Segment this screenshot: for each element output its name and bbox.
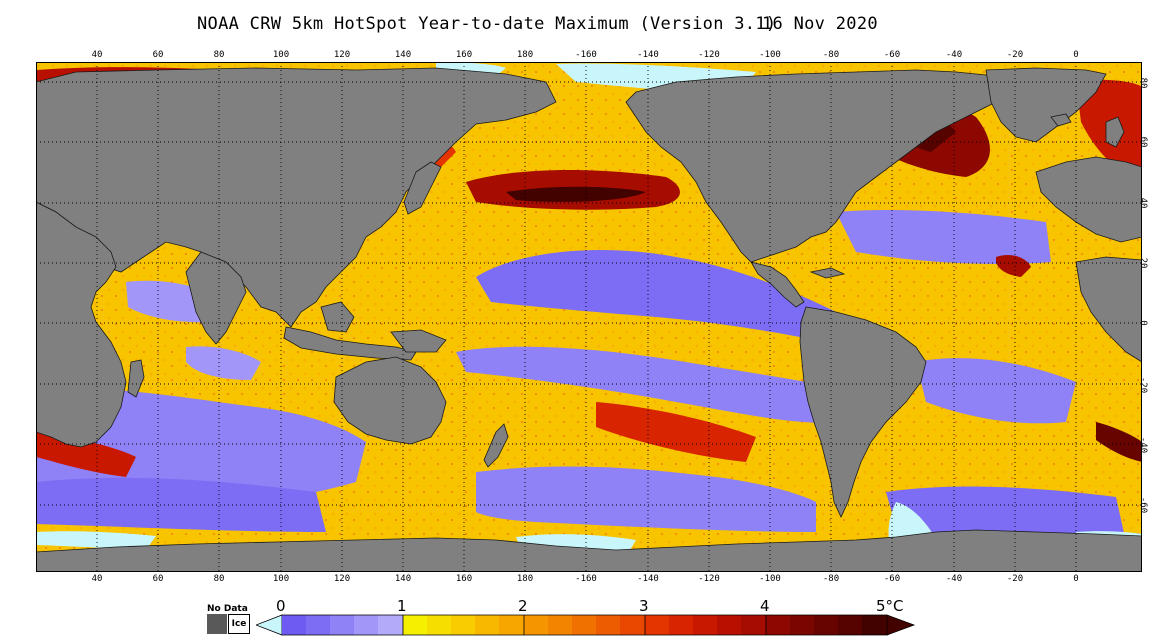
land-europe [1035, 156, 1142, 243]
land-india [185, 251, 247, 345]
lon-tick: 60 [152, 574, 164, 584]
colorbar-cell [354, 615, 378, 635]
map-title: NOAA CRW 5km HotSpot Year-to-date Maximu… [0, 14, 1174, 42]
land-west-africa [1075, 256, 1142, 363]
lon-tick: -80 [822, 50, 840, 60]
colorbar-label: 3 [639, 597, 649, 615]
lon-tick: 180 [516, 50, 534, 60]
land-uk [1105, 116, 1125, 148]
hotspot-colorbar [256, 614, 916, 636]
lon-tick: 140 [394, 50, 412, 60]
land-north-america [625, 69, 1017, 263]
colorbar-cell [330, 615, 354, 635]
lon-tick: -40 [945, 50, 963, 60]
land-africa [36, 201, 127, 448]
lon-tick: 120 [333, 50, 351, 60]
lon-tick: -120 [698, 574, 720, 584]
colorbar-cell [596, 615, 620, 635]
colorbar-cell [669, 615, 693, 635]
colorbar-cell [378, 615, 403, 635]
colorbar-cell [475, 615, 499, 635]
colorbar-cell [403, 615, 427, 635]
lon-tick: 140 [394, 574, 412, 584]
lon-tick: 60 [152, 50, 164, 60]
lon-tick: 80 [213, 574, 225, 584]
land [36, 67, 1142, 572]
lon-tick: -60 [883, 574, 901, 584]
colorbar-label: 5°C [876, 597, 904, 615]
lon-tick: -160 [575, 50, 597, 60]
no-data-label: No Data [207, 604, 248, 614]
lon-tick: -100 [759, 50, 781, 60]
graticule [36, 62, 1142, 572]
land-new-zealand [483, 423, 509, 468]
lon-tick: 100 [272, 574, 290, 584]
lon-tick: 0 [1073, 50, 1079, 60]
land-borneo [320, 301, 355, 333]
colorbar-cell [741, 615, 766, 635]
land-antarctica [36, 529, 1142, 572]
colorbar-cell [451, 615, 475, 635]
low-hotspot-regions [36, 210, 1126, 542]
lon-tick: -60 [883, 50, 901, 60]
colorbar-cell [717, 615, 741, 635]
colorbar-cell [814, 615, 838, 635]
land-iceland [1050, 113, 1072, 127]
lon-tick: -20 [1006, 574, 1024, 584]
colorbar-cell [838, 615, 862, 635]
no-data-swatch [207, 614, 227, 634]
lon-tick: 160 [455, 574, 473, 584]
land-cuba [809, 267, 846, 279]
title-date: 16 Nov 2020 [762, 14, 878, 34]
lon-tick: -80 [822, 574, 840, 584]
colorbar-cell [620, 615, 645, 635]
colorbar-cell [282, 615, 306, 635]
colorbar-label: 0 [276, 597, 286, 615]
land-madagascar [127, 359, 145, 398]
colorbar-cell [790, 615, 814, 635]
colorbar-cell [427, 615, 451, 635]
colorbar-label: 2 [518, 597, 528, 615]
lon-tick: 100 [272, 50, 290, 60]
lon-tick: -40 [945, 574, 963, 584]
ice-arrow [256, 614, 283, 636]
lon-tick: 120 [333, 574, 351, 584]
lon-tick: -100 [759, 574, 781, 584]
land-indonesia [283, 326, 417, 361]
map-frame [36, 62, 1142, 572]
colorbar-cell [693, 615, 717, 635]
land-australia [333, 356, 447, 445]
land-japan [403, 161, 442, 215]
lon-tick: 80 [213, 50, 225, 60]
colorbar-cell [499, 615, 524, 635]
lon-tick: 180 [516, 574, 534, 584]
lon-tick: -140 [637, 50, 659, 60]
lon-tick: -160 [575, 574, 597, 584]
colorbar-cell [548, 615, 572, 635]
lon-tick: -140 [637, 574, 659, 584]
lon-tick: -20 [1006, 50, 1024, 60]
colorbar-cell [862, 615, 887, 635]
lon-tick: -120 [698, 50, 720, 60]
lon-tick: 160 [455, 50, 473, 60]
max-arrow [886, 614, 916, 636]
colorbar-cell [306, 615, 330, 635]
colorbar-cell [572, 615, 596, 635]
hotspot-map[interactable] [36, 62, 1142, 572]
colorbar-cell [645, 615, 669, 635]
colorbar-label: 4 [760, 597, 770, 615]
lon-tick: 40 [91, 50, 103, 60]
colorbar-cell [524, 615, 548, 635]
ice-swatch: Ice [228, 614, 250, 634]
lon-tick: 40 [91, 574, 103, 584]
land-central-america [750, 261, 805, 308]
colorbar-cell [766, 615, 790, 635]
land-new-guinea [390, 329, 447, 353]
land-south-america [799, 306, 927, 518]
colorbar-label: 1 [397, 597, 407, 615]
lon-tick: 0 [1073, 574, 1079, 584]
title-main: NOAA CRW 5km HotSpot Year-to-date Maximu… [197, 14, 777, 34]
